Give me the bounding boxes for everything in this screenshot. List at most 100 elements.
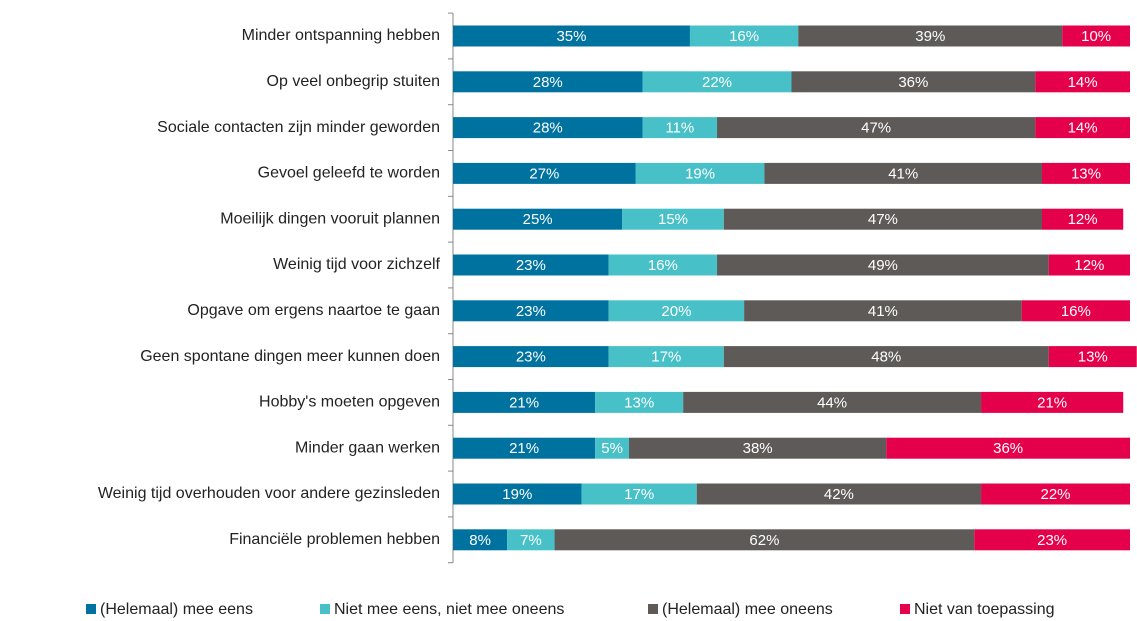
bar-segment: [974, 529, 1130, 551]
value-label: 14%: [1068, 120, 1098, 137]
bar-segment: [1035, 71, 1130, 93]
value-label: 41%: [868, 303, 898, 320]
bar-segment: [764, 162, 1042, 184]
value-label: 62%: [749, 532, 779, 549]
bar-segment: [453, 483, 582, 505]
category-label: Op veel onbegrip stuiten: [267, 73, 440, 90]
value-label: 22%: [702, 74, 732, 91]
value-label: 47%: [868, 211, 898, 228]
value-label: 12%: [1068, 211, 1098, 228]
category-label: Gevoel geleefd te worden: [258, 165, 440, 182]
value-label: 13%: [1078, 349, 1108, 366]
value-label: 21%: [1037, 394, 1067, 411]
bar-segment: [1048, 346, 1137, 368]
value-label: 7%: [520, 532, 542, 549]
value-label: 42%: [824, 486, 854, 503]
value-label: 16%: [648, 257, 678, 274]
value-label: 35%: [556, 28, 586, 45]
category-label: Weinig tijd overhouden voor andere gezin…: [98, 485, 440, 502]
value-label: 48%: [871, 349, 901, 366]
bar-segment: [453, 437, 596, 459]
bar-segment: [723, 346, 1049, 368]
category-label: Minder gaan werken: [295, 439, 440, 456]
bar-segment: [635, 162, 765, 184]
value-label: 10%: [1081, 28, 1111, 45]
legend-swatch: [86, 604, 96, 614]
bar-segment: [981, 391, 1124, 413]
value-label: 19%: [502, 486, 532, 503]
value-label: 25%: [523, 211, 553, 228]
legend-label: Niet van toepassing: [914, 601, 1055, 618]
bar-segment: [453, 71, 643, 93]
value-label: 49%: [868, 257, 898, 274]
value-label: 44%: [817, 394, 847, 411]
bar-segment: [453, 254, 609, 276]
bar-segment: [507, 529, 555, 551]
value-label: 23%: [1037, 532, 1067, 549]
bar-segment: [1041, 162, 1130, 184]
bar-segment: [1021, 300, 1130, 322]
value-label: 39%: [915, 28, 945, 45]
value-label: 17%: [624, 486, 654, 503]
value-label: 36%: [993, 440, 1023, 457]
bar-segment: [608, 254, 718, 276]
value-label: 11%: [665, 120, 694, 137]
bar-segment: [717, 117, 1036, 139]
bar-segment: [453, 208, 623, 230]
bar-segment: [642, 117, 718, 139]
bar-segment: [642, 71, 792, 93]
value-label: 21%: [509, 440, 539, 457]
value-label: 22%: [1041, 486, 1071, 503]
category-label: Hobby's moeten opgeven: [259, 394, 440, 411]
value-label: 28%: [533, 120, 563, 137]
bar-segment: [595, 391, 684, 413]
value-label: 17%: [651, 349, 681, 366]
bar-segment: [1062, 25, 1130, 47]
value-label: 13%: [1071, 165, 1101, 182]
value-label: 19%: [685, 165, 715, 182]
bar-segment: [1041, 208, 1124, 230]
value-label: 5%: [601, 440, 623, 457]
bar-segment: [608, 300, 745, 322]
value-label: 8%: [469, 532, 491, 549]
bar-segment: [723, 208, 1042, 230]
legend-label: (Helemaal) mee oneens: [662, 601, 833, 618]
value-label: 23%: [516, 257, 546, 274]
value-label: 15%: [658, 211, 688, 228]
bar-segment: [453, 117, 643, 139]
legend-label: (Helemaal) mee eens: [100, 601, 253, 618]
value-label: 12%: [1074, 257, 1104, 274]
bar-segment: [453, 300, 609, 322]
legend-label: Niet mee eens, niet mee oneens: [334, 601, 564, 618]
value-label: 13%: [624, 394, 654, 411]
value-label: 23%: [516, 349, 546, 366]
bar-segment: [595, 437, 630, 459]
bar-segment: [629, 437, 887, 459]
bar-segment: [453, 529, 508, 551]
bar-segment: [453, 346, 609, 368]
category-label: Minder ontspanning hebben: [242, 27, 440, 44]
category-label: Sociale contacten zijn minder geworden: [157, 119, 440, 136]
category-label: Moeilijk dingen vooruit plannen: [220, 210, 440, 227]
value-label: 38%: [743, 440, 773, 457]
bar-segment: [886, 437, 1130, 459]
bar-segment: [453, 391, 596, 413]
category-label: Weinig tijd voor zichzelf: [273, 256, 440, 273]
value-label: 14%: [1068, 74, 1098, 91]
legend-swatch: [900, 604, 910, 614]
bar-segment: [683, 391, 982, 413]
category-label: Opgave om ergens naartoe te gaan: [187, 302, 440, 319]
value-label: 36%: [898, 74, 928, 91]
value-label: 27%: [529, 165, 559, 182]
bar-segment: [1035, 117, 1130, 139]
bar-segment: [1048, 254, 1130, 276]
bar-segment: [717, 254, 1049, 276]
value-label: 41%: [888, 165, 918, 182]
bar-segment: [981, 483, 1130, 505]
bar-segment: [453, 25, 690, 47]
bar-segment: [581, 483, 697, 505]
bar-segment: [791, 71, 1036, 93]
bar-segment: [453, 162, 636, 184]
value-label: 16%: [729, 28, 759, 45]
